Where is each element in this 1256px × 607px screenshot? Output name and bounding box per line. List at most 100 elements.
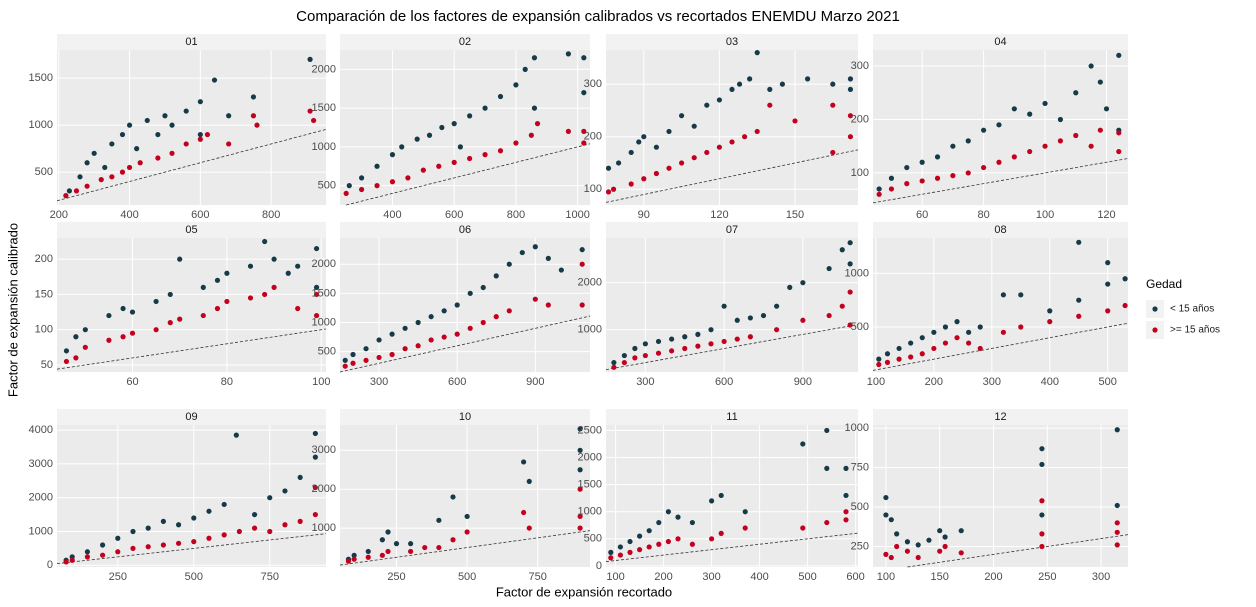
y-tick-label: 200 xyxy=(584,131,602,143)
panel-background xyxy=(57,238,326,372)
x-tick-label: 120 xyxy=(710,209,728,221)
panel-title: 10 xyxy=(459,411,471,423)
point xyxy=(519,249,525,256)
point xyxy=(307,108,313,114)
point xyxy=(464,513,470,520)
point xyxy=(729,139,735,145)
point xyxy=(950,143,956,149)
point xyxy=(616,160,622,166)
point xyxy=(271,284,277,290)
point xyxy=(1011,154,1017,160)
point xyxy=(605,165,612,171)
point xyxy=(977,345,983,352)
x-tick-label: 100 xyxy=(877,571,895,583)
point xyxy=(267,528,273,535)
point xyxy=(981,164,987,171)
y-tick-label: 1000 xyxy=(29,119,53,131)
point xyxy=(950,173,956,179)
point xyxy=(379,537,385,543)
x-tick-label: 150 xyxy=(931,571,949,583)
point xyxy=(374,183,380,189)
point xyxy=(532,296,538,302)
panel-title: 06 xyxy=(459,224,471,236)
point xyxy=(1088,63,1094,69)
point xyxy=(224,298,230,305)
point xyxy=(84,183,90,189)
point xyxy=(311,117,317,124)
point xyxy=(312,511,318,518)
x-tick-label: 300 xyxy=(983,376,1001,388)
point xyxy=(1116,52,1122,58)
point xyxy=(800,317,806,323)
point xyxy=(297,474,303,481)
point xyxy=(1027,148,1033,155)
point xyxy=(996,159,1002,165)
point xyxy=(656,519,662,526)
point xyxy=(1122,302,1128,309)
point xyxy=(204,131,211,138)
point xyxy=(679,113,685,119)
point xyxy=(800,280,806,286)
x-tick-label: 60 xyxy=(126,376,138,388)
point xyxy=(577,426,583,432)
point xyxy=(581,55,587,61)
point xyxy=(129,309,136,315)
point xyxy=(839,303,845,309)
panel-background xyxy=(873,238,1128,372)
point xyxy=(966,340,972,346)
y-tick-label: 1000 xyxy=(29,525,53,537)
point xyxy=(669,348,675,354)
strip xyxy=(873,34,1128,50)
point xyxy=(389,152,396,158)
point xyxy=(226,113,232,119)
point xyxy=(1105,308,1111,314)
point xyxy=(374,163,380,169)
point xyxy=(1047,319,1053,325)
y-tick-label: 500 xyxy=(584,533,602,545)
point xyxy=(632,345,638,352)
point xyxy=(641,134,647,140)
point xyxy=(876,361,882,368)
point xyxy=(779,81,786,87)
point xyxy=(191,539,197,545)
point xyxy=(718,530,724,536)
y-tick-label: 2000 xyxy=(312,483,336,495)
reference-line xyxy=(605,149,859,203)
point xyxy=(313,291,320,298)
point xyxy=(345,558,352,564)
point xyxy=(532,244,538,250)
chart-title: Comparación de los factores de expansión… xyxy=(296,8,900,25)
point xyxy=(513,140,519,146)
point xyxy=(642,352,648,359)
point xyxy=(689,519,696,526)
point xyxy=(605,189,612,195)
point xyxy=(996,122,1002,128)
point xyxy=(402,325,408,331)
panel-background xyxy=(340,425,590,567)
x-tick-label: 150 xyxy=(786,209,804,221)
point xyxy=(389,331,395,337)
x-tick-label: 400 xyxy=(1041,376,1059,388)
point xyxy=(295,305,301,312)
point xyxy=(1114,427,1120,433)
point xyxy=(653,144,660,150)
point xyxy=(251,511,258,518)
point xyxy=(526,478,532,485)
reference-line xyxy=(346,143,591,206)
point xyxy=(888,517,894,523)
point xyxy=(451,121,457,127)
point xyxy=(577,447,583,453)
point xyxy=(876,356,882,362)
x-tick-label: 900 xyxy=(794,376,812,388)
point xyxy=(251,525,258,531)
x-tick-label: 600 xyxy=(448,376,466,388)
point xyxy=(482,152,488,158)
reference-line xyxy=(339,315,591,373)
point xyxy=(942,324,949,330)
panel-title: 04 xyxy=(994,36,1006,48)
point xyxy=(464,529,470,535)
point xyxy=(250,113,257,119)
y-tick-label: 50 xyxy=(41,359,53,371)
x-tick-label: 120 xyxy=(1097,209,1115,221)
point xyxy=(282,522,288,528)
